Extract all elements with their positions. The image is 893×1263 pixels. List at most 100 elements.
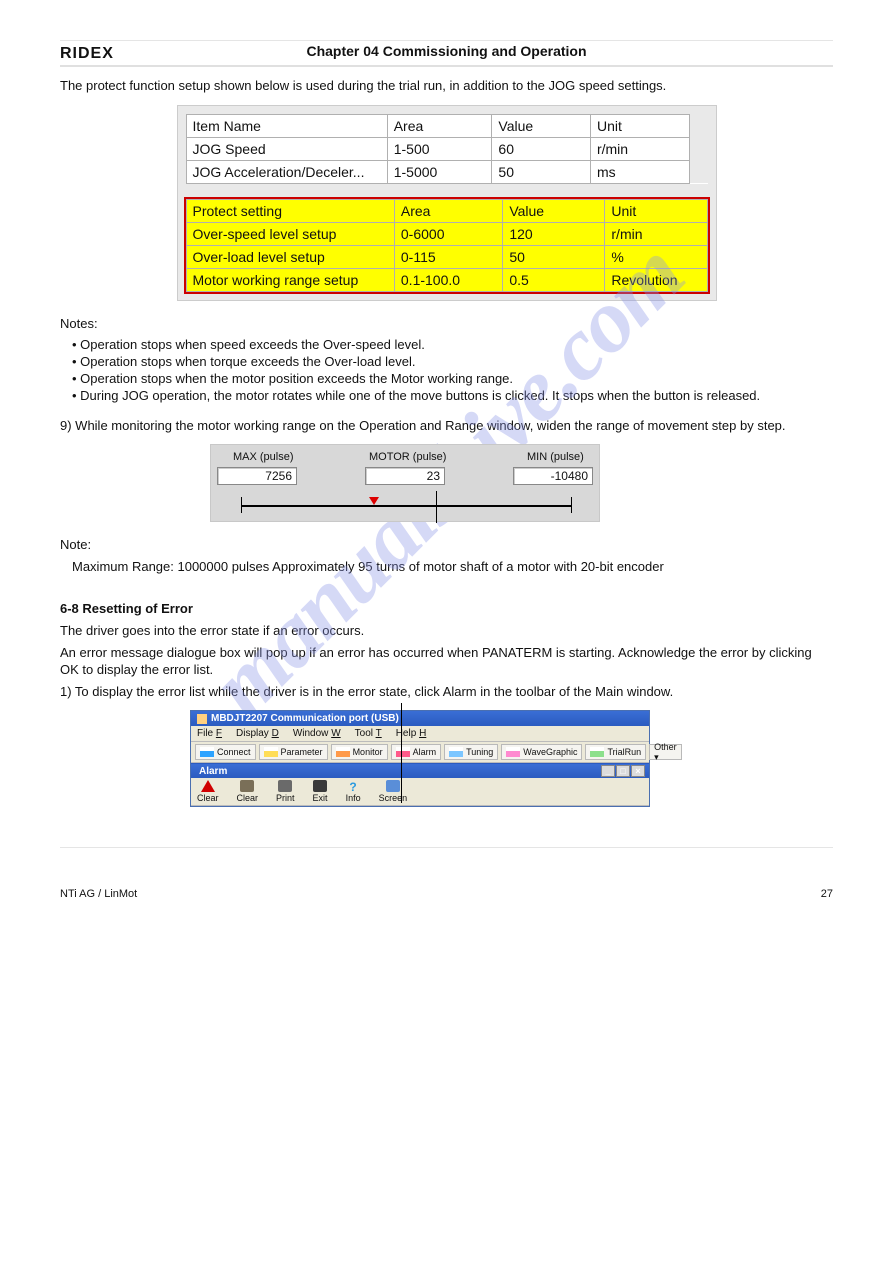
tuning-button[interactable]: Tuning xyxy=(444,744,498,760)
trialrun-button[interactable]: TrialRun xyxy=(585,744,646,760)
cell-unit: Revolution xyxy=(605,269,707,292)
config-table-figure: Item Name Area Value Unit JOG Speed 1-50… xyxy=(177,105,717,302)
col-area: Area xyxy=(387,114,492,137)
cell-area: 0-6000 xyxy=(394,223,502,246)
max-value: 7256 xyxy=(217,467,297,485)
parameter-button[interactable]: Parameter xyxy=(259,744,328,760)
main-toolbar: Connect Parameter Monitor Alarm Tuning W… xyxy=(191,742,649,763)
col-unit: Unit xyxy=(605,200,707,223)
minimize-button[interactable]: _ xyxy=(601,765,615,777)
cell-value: 50 xyxy=(492,160,591,183)
screen-button[interactable]: Screen xyxy=(379,780,408,803)
alarm-toolbar: Clear Clear Print Exit ?Info Screen xyxy=(191,778,649,806)
exit-button[interactable]: Exit xyxy=(313,780,328,803)
cell-name: Over-speed level setup xyxy=(186,223,394,246)
alarm-icon xyxy=(396,747,410,757)
note-item: • Operation stops when the motor positio… xyxy=(72,371,833,386)
monitor-icon xyxy=(336,747,350,757)
step-9-text: 9) While monitoring the motor working ra… xyxy=(60,417,833,435)
protect-row: Over-load level setup 0-115 50 % xyxy=(186,246,707,269)
info-icon: ? xyxy=(346,780,360,792)
range-axis xyxy=(241,505,571,507)
alarm-button[interactable]: Alarm xyxy=(391,744,442,760)
monitor-button[interactable]: Monitor xyxy=(331,744,388,760)
footer: NTi AG / LinMot 27 xyxy=(60,888,833,900)
cell-unit: r/min xyxy=(590,137,689,160)
maximize-button[interactable]: □ xyxy=(616,765,630,777)
main-window-titlebar[interactable]: MBDJT2207 Communication port (USB) xyxy=(191,711,649,726)
cell-area: 0.1-100.0 xyxy=(394,269,502,292)
clear-history-button[interactable]: Clear xyxy=(237,780,259,803)
wavegraphic-button[interactable]: WaveGraphic xyxy=(501,744,582,760)
footer-page: 27 xyxy=(821,888,833,900)
cell-unit: % xyxy=(605,246,707,269)
cell-name: Over-load level setup xyxy=(186,246,394,269)
camera-icon xyxy=(386,780,400,792)
min-value: -10480 xyxy=(513,467,593,485)
motor-marker-icon xyxy=(369,497,379,505)
menu-bar[interactable]: File F Display D Window W Tool T Help H xyxy=(191,726,649,742)
menu-file[interactable]: File F xyxy=(197,728,222,739)
sec68-p3: 1) To display the error list while the d… xyxy=(60,683,833,701)
note-item: • Operation stops when torque exceeds th… xyxy=(72,354,833,369)
cell-name: JOG Acceleration/Deceler... xyxy=(186,160,387,183)
connect-button[interactable]: Connect xyxy=(195,744,256,760)
parameter-icon xyxy=(264,747,278,757)
close-button[interactable]: × xyxy=(631,765,645,777)
jog-table: Item Name Area Value Unit JOG Speed 1-50… xyxy=(186,114,708,200)
exit-icon xyxy=(313,780,327,792)
col-value: Value xyxy=(492,114,591,137)
clear-error-button[interactable]: Clear xyxy=(197,780,219,803)
protect-row: Motor working range setup 0.1-100.0 0.5 … xyxy=(186,269,707,292)
jog-header-row: Item Name Area Value Unit xyxy=(186,114,708,137)
page: manualshive.com RIDEX Chapter 04 Commiss… xyxy=(0,0,893,960)
cell-area: 1-500 xyxy=(387,137,492,160)
cell-value: 120 xyxy=(503,223,605,246)
col-protect-setting: Protect setting xyxy=(186,200,394,223)
protect-header-row: Protect setting Area Value Unit xyxy=(186,200,707,223)
info-button[interactable]: ?Info xyxy=(346,780,361,803)
header-title: Chapter 04 Commissioning and Operation xyxy=(60,43,833,59)
other-dropdown[interactable]: Other ▾ xyxy=(649,744,682,760)
cell-area: 0-115 xyxy=(394,246,502,269)
cell-value: 60 xyxy=(492,137,591,160)
alarm-window-titlebar[interactable]: Alarm _ □ × xyxy=(191,763,649,778)
protect-table: Protect setting Area Value Unit Over-spe… xyxy=(186,199,708,292)
tuning-icon xyxy=(449,747,463,757)
window-buttons: _ □ × xyxy=(601,765,645,777)
tick-max xyxy=(241,497,242,513)
cell-unit: ms xyxy=(590,160,689,183)
menu-window[interactable]: Window W xyxy=(293,728,341,739)
menu-tool[interactable]: Tool T xyxy=(355,728,382,739)
motor-value: 23 xyxy=(365,467,445,485)
section-6-8-title: 6-8 Resetting of Error xyxy=(60,601,833,616)
max-label: MAX (pulse) xyxy=(233,451,294,463)
footer-divider xyxy=(60,847,833,848)
step9-note-body: Maximum Range: 1000000 pulses Approximat… xyxy=(72,558,833,576)
pulse-range-figure: MAX (pulse) MOTOR (pulse) MIN (pulse) 72… xyxy=(210,444,600,522)
cell-area: 1-5000 xyxy=(387,160,492,183)
jog-row: JOG Acceleration/Deceler... 1-5000 50 ms xyxy=(186,160,708,183)
menu-display[interactable]: Display D xyxy=(236,728,279,739)
note-item: • Operation stops when speed exceeds the… xyxy=(72,337,833,352)
alarm-window-figure: MBDJT2207 Communication port (USB) File … xyxy=(190,710,650,807)
cell-unit: r/min xyxy=(605,223,707,246)
col-item-name: Item Name xyxy=(186,114,387,137)
col-value: Value xyxy=(503,200,605,223)
col-area: Area xyxy=(394,200,502,223)
sec68-p1: The driver goes into the error state if … xyxy=(60,622,833,640)
header-divider xyxy=(60,65,833,67)
print-button[interactable]: Print xyxy=(276,780,295,803)
intro-text: The protect function setup shown below i… xyxy=(60,77,833,95)
footer-left: NTi AG / LinMot xyxy=(60,888,137,900)
sec68-p2: An error message dialogue box will pop u… xyxy=(60,644,833,679)
col-unit: Unit xyxy=(590,114,689,137)
printer-icon xyxy=(278,780,292,792)
min-label: MIN (pulse) xyxy=(527,451,584,463)
cell-name: Motor working range setup xyxy=(186,269,394,292)
alarm-window-title: Alarm xyxy=(199,766,227,777)
top-divider xyxy=(60,40,833,41)
step9-note-lead: Note: xyxy=(60,536,833,554)
wavegraphic-icon xyxy=(506,747,520,757)
tick-origin xyxy=(436,491,437,523)
